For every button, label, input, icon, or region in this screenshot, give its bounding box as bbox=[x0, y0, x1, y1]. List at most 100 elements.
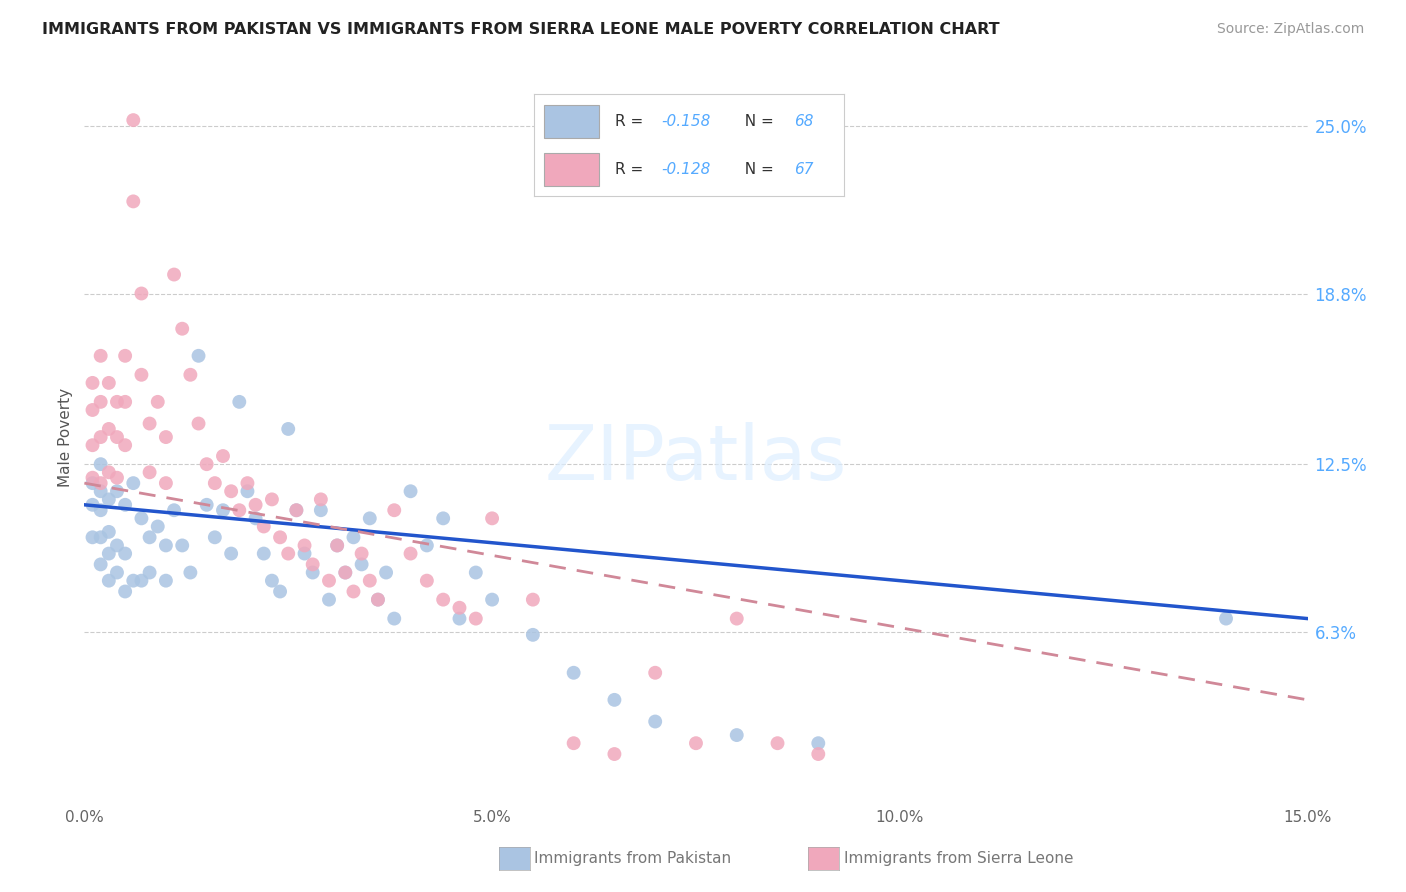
Point bbox=[131, 574, 153, 588]
Point bbox=[318, 574, 340, 588]
Point bbox=[179, 368, 201, 382]
Point bbox=[416, 538, 439, 552]
Text: N =: N = bbox=[735, 114, 779, 128]
Point bbox=[685, 736, 707, 750]
Text: -0.158: -0.158 bbox=[661, 114, 710, 128]
Point bbox=[114, 498, 136, 512]
Point bbox=[367, 592, 389, 607]
Point bbox=[212, 449, 235, 463]
Point bbox=[195, 457, 218, 471]
Point bbox=[138, 417, 160, 431]
Point bbox=[1215, 611, 1237, 625]
Point bbox=[138, 530, 160, 544]
Point bbox=[219, 484, 242, 499]
Point bbox=[195, 498, 218, 512]
Point bbox=[122, 194, 145, 209]
Point bbox=[481, 592, 503, 607]
Point bbox=[432, 511, 454, 525]
Point bbox=[318, 592, 340, 607]
Point bbox=[122, 113, 145, 128]
Point bbox=[105, 395, 128, 409]
Point bbox=[90, 503, 112, 517]
Point bbox=[90, 558, 112, 572]
Point bbox=[97, 574, 120, 588]
Point bbox=[350, 558, 373, 572]
Point bbox=[464, 566, 486, 580]
Point bbox=[236, 484, 259, 499]
Point bbox=[172, 538, 194, 552]
Point bbox=[97, 422, 120, 436]
Point bbox=[219, 547, 242, 561]
Point bbox=[449, 611, 471, 625]
Point bbox=[187, 349, 209, 363]
Point bbox=[105, 566, 128, 580]
Point bbox=[359, 574, 381, 588]
Point bbox=[603, 747, 626, 761]
Point bbox=[97, 492, 120, 507]
Point bbox=[82, 530, 104, 544]
Point bbox=[245, 511, 267, 525]
Text: R =: R = bbox=[614, 114, 648, 128]
Point bbox=[204, 476, 226, 491]
Point bbox=[399, 547, 422, 561]
Y-axis label: Male Poverty: Male Poverty bbox=[58, 387, 73, 487]
Text: ZIPatlas: ZIPatlas bbox=[544, 422, 848, 496]
Point bbox=[146, 395, 169, 409]
Point bbox=[146, 519, 169, 533]
Point bbox=[375, 566, 398, 580]
Point bbox=[807, 736, 830, 750]
Point bbox=[562, 736, 585, 750]
Point bbox=[82, 476, 104, 491]
Point bbox=[114, 349, 136, 363]
Point bbox=[269, 584, 291, 599]
Text: 67: 67 bbox=[794, 162, 814, 178]
Point bbox=[335, 566, 357, 580]
Point bbox=[382, 503, 405, 517]
Point bbox=[172, 322, 194, 336]
Point bbox=[603, 693, 626, 707]
Point bbox=[253, 519, 276, 533]
Point bbox=[163, 268, 186, 282]
Point bbox=[335, 566, 357, 580]
Point bbox=[449, 600, 471, 615]
Point bbox=[277, 547, 299, 561]
Point bbox=[562, 665, 585, 680]
Point bbox=[285, 503, 308, 517]
Point bbox=[138, 566, 160, 580]
Text: IMMIGRANTS FROM PAKISTAN VS IMMIGRANTS FROM SIERRA LEONE MALE POVERTY CORRELATIO: IMMIGRANTS FROM PAKISTAN VS IMMIGRANTS F… bbox=[42, 22, 1000, 37]
Point bbox=[105, 430, 128, 444]
Point bbox=[97, 376, 120, 390]
Point bbox=[464, 611, 486, 625]
Point bbox=[155, 574, 177, 588]
Point bbox=[245, 498, 267, 512]
Point bbox=[82, 376, 104, 390]
Point bbox=[82, 471, 104, 485]
Text: -0.128: -0.128 bbox=[661, 162, 710, 178]
Point bbox=[155, 430, 177, 444]
Text: R =: R = bbox=[614, 162, 648, 178]
Point bbox=[236, 476, 259, 491]
Point bbox=[285, 503, 308, 517]
Point bbox=[342, 530, 364, 544]
Point bbox=[90, 476, 112, 491]
Point bbox=[253, 547, 276, 561]
Text: N =: N = bbox=[735, 162, 779, 178]
FancyBboxPatch shape bbox=[544, 153, 599, 186]
Point bbox=[309, 503, 332, 517]
Point bbox=[294, 547, 316, 561]
Point bbox=[114, 438, 136, 452]
Point bbox=[105, 538, 128, 552]
Point bbox=[179, 566, 201, 580]
Point bbox=[326, 538, 349, 552]
Point bbox=[90, 349, 112, 363]
Text: Immigrants from Pakistan: Immigrants from Pakistan bbox=[534, 851, 731, 865]
Point bbox=[82, 498, 104, 512]
Point bbox=[807, 747, 830, 761]
Point bbox=[82, 403, 104, 417]
Point bbox=[269, 530, 291, 544]
Point bbox=[90, 484, 112, 499]
Point bbox=[228, 395, 250, 409]
FancyBboxPatch shape bbox=[544, 105, 599, 137]
Point bbox=[432, 592, 454, 607]
Point bbox=[228, 503, 250, 517]
